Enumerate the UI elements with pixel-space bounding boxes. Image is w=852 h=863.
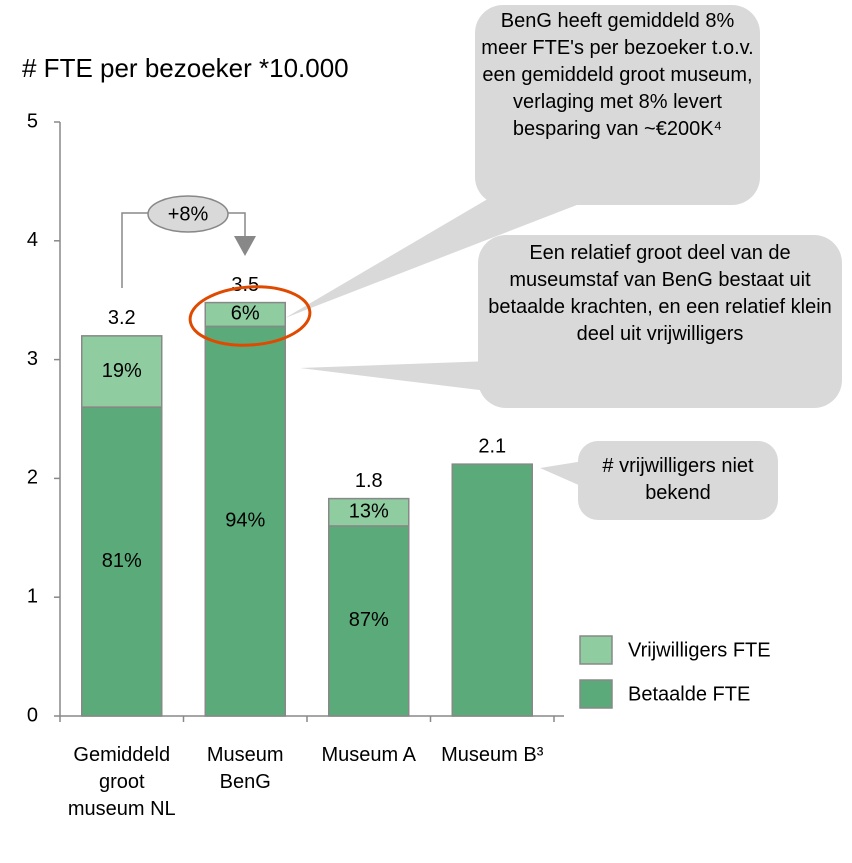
y-tick-label: 2 xyxy=(27,467,38,489)
bar-segment xyxy=(81,406,163,717)
legend-label: Vrijwilligers FTE xyxy=(628,639,771,661)
share-label: 94% xyxy=(225,509,265,531)
callout-box xyxy=(475,5,760,205)
callout-tail xyxy=(285,180,600,318)
x-tick-label: Museum B³ xyxy=(441,744,544,766)
callout-box xyxy=(478,235,842,408)
total-label: 3.2 xyxy=(108,307,136,329)
share-label: 87% xyxy=(349,609,389,631)
total-label: 3.5 xyxy=(231,274,259,296)
chart-title: # FTE per bezoeker *10.000 xyxy=(22,53,349,83)
callouts xyxy=(285,5,842,520)
callout-tail xyxy=(540,460,590,490)
y-tick-label: 1 xyxy=(27,585,38,607)
highlight xyxy=(188,285,312,347)
y-tick-label: 3 xyxy=(27,348,38,370)
bracket xyxy=(121,212,150,288)
growth-indicator: +8% xyxy=(121,195,256,288)
bar-segment xyxy=(204,301,286,328)
legend-label: Betaalde FTE xyxy=(628,683,750,705)
total-label: 1.8 xyxy=(355,470,383,492)
bar-segment xyxy=(81,335,163,408)
legend-swatch xyxy=(579,635,613,665)
arrow-head xyxy=(234,236,256,256)
callout-text: Een relatief groot deel van de museumsta… xyxy=(488,242,832,345)
callout-text: # vrijwilligers niet bekend xyxy=(602,455,754,504)
total-label: 2.1 xyxy=(478,435,506,457)
share-label: 19% xyxy=(102,360,142,382)
share-label: 6% xyxy=(231,303,260,325)
y-tick-label: 0 xyxy=(27,704,38,726)
bracket xyxy=(226,212,246,238)
share-label: 81% xyxy=(102,550,142,572)
growth-label: +8% xyxy=(168,203,209,225)
bar-segment xyxy=(328,497,410,527)
legend-swatch xyxy=(579,679,613,709)
x-tick-label: Museum A xyxy=(321,744,416,766)
x-tick-label: Museum BenG xyxy=(206,744,284,793)
share-label: 13% xyxy=(349,501,389,523)
bar-segment xyxy=(204,325,286,717)
bar-segment xyxy=(451,463,533,717)
bubble xyxy=(147,195,229,233)
y-tick-label: 4 xyxy=(27,229,38,251)
callout-box xyxy=(578,441,778,520)
x-tick-label: Gemiddeld groot museum NL xyxy=(67,744,176,820)
callout-tail xyxy=(300,360,520,395)
callout-text: BenG heeft gemiddeld 8% meer FTE's per b… xyxy=(481,10,754,140)
y-tick-label: 5 xyxy=(27,110,38,132)
